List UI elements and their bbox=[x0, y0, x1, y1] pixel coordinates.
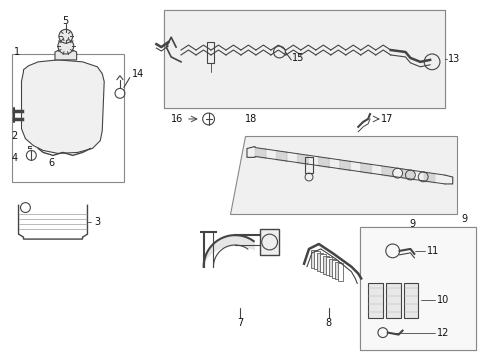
Text: 8: 8 bbox=[326, 318, 332, 328]
Bar bbox=[314, 251, 320, 269]
Circle shape bbox=[59, 30, 73, 43]
Bar bbox=[207, 42, 215, 63]
Polygon shape bbox=[230, 136, 457, 215]
Text: 2: 2 bbox=[12, 131, 18, 141]
Bar bbox=[260, 229, 279, 255]
Text: 9: 9 bbox=[462, 215, 468, 224]
Circle shape bbox=[58, 38, 74, 54]
Bar bbox=[323, 256, 329, 274]
Text: 10: 10 bbox=[437, 295, 449, 305]
Text: 16: 16 bbox=[171, 114, 183, 124]
Text: 1: 1 bbox=[14, 47, 20, 57]
Polygon shape bbox=[55, 49, 76, 60]
Bar bbox=[360, 227, 476, 350]
Text: 4: 4 bbox=[12, 153, 18, 163]
Text: 13: 13 bbox=[448, 54, 460, 64]
Text: 9: 9 bbox=[409, 219, 416, 229]
Polygon shape bbox=[22, 60, 104, 153]
Bar bbox=[317, 253, 323, 271]
Bar bbox=[164, 10, 445, 108]
Text: 11: 11 bbox=[427, 246, 440, 256]
Bar bbox=[368, 283, 383, 318]
Bar bbox=[326, 257, 332, 275]
Bar bbox=[338, 263, 343, 281]
Bar bbox=[329, 259, 335, 276]
Text: 7: 7 bbox=[237, 318, 243, 328]
Text: 5: 5 bbox=[63, 15, 69, 26]
Bar bbox=[360, 227, 476, 350]
Bar bbox=[320, 254, 326, 272]
Bar bbox=[386, 283, 400, 318]
Bar bbox=[404, 283, 418, 318]
Text: 3: 3 bbox=[95, 217, 100, 227]
Text: 17: 17 bbox=[381, 114, 393, 124]
Bar bbox=[12, 54, 124, 182]
Text: 6: 6 bbox=[48, 158, 54, 168]
Bar bbox=[335, 262, 341, 279]
Text: 15: 15 bbox=[292, 53, 305, 63]
Bar bbox=[360, 227, 476, 350]
Bar bbox=[164, 10, 445, 108]
Bar bbox=[305, 157, 313, 173]
Bar bbox=[311, 250, 317, 267]
Bar bbox=[332, 260, 338, 278]
Text: 14: 14 bbox=[132, 69, 144, 79]
Text: 18: 18 bbox=[245, 114, 257, 124]
Text: 12: 12 bbox=[437, 328, 449, 338]
Bar bbox=[164, 10, 445, 108]
